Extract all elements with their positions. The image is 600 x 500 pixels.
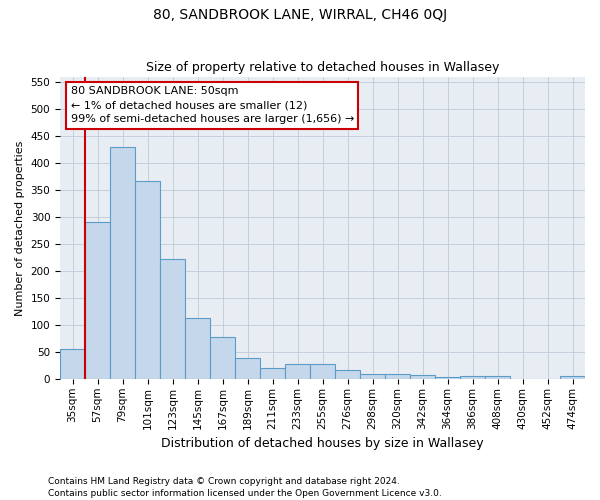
- Bar: [360, 374, 385, 379]
- Bar: [160, 259, 185, 379]
- Bar: [185, 318, 210, 379]
- Text: 80 SANDBROOK LANE: 50sqm
← 1% of detached houses are smaller (12)
99% of semi-de: 80 SANDBROOK LANE: 50sqm ← 1% of detache…: [71, 86, 354, 124]
- Title: Size of property relative to detached houses in Wallasey: Size of property relative to detached ho…: [146, 62, 499, 74]
- Bar: [60, 350, 85, 379]
- Y-axis label: Number of detached properties: Number of detached properties: [15, 140, 25, 316]
- Bar: [485, 376, 510, 379]
- Bar: [385, 374, 410, 379]
- Bar: [460, 376, 485, 379]
- X-axis label: Distribution of detached houses by size in Wallasey: Distribution of detached houses by size …: [161, 437, 484, 450]
- Bar: [285, 364, 310, 379]
- Bar: [435, 376, 460, 379]
- Bar: [135, 181, 160, 379]
- Bar: [310, 364, 335, 379]
- Bar: [110, 147, 135, 379]
- Bar: [235, 358, 260, 379]
- Bar: [560, 376, 585, 379]
- Bar: [85, 222, 110, 379]
- Bar: [210, 338, 235, 379]
- Text: Contains HM Land Registry data © Crown copyright and database right 2024.
Contai: Contains HM Land Registry data © Crown c…: [48, 476, 442, 498]
- Bar: [410, 374, 435, 379]
- Bar: [335, 370, 360, 379]
- Bar: [260, 368, 285, 379]
- Text: 80, SANDBROOK LANE, WIRRAL, CH46 0QJ: 80, SANDBROOK LANE, WIRRAL, CH46 0QJ: [153, 8, 447, 22]
